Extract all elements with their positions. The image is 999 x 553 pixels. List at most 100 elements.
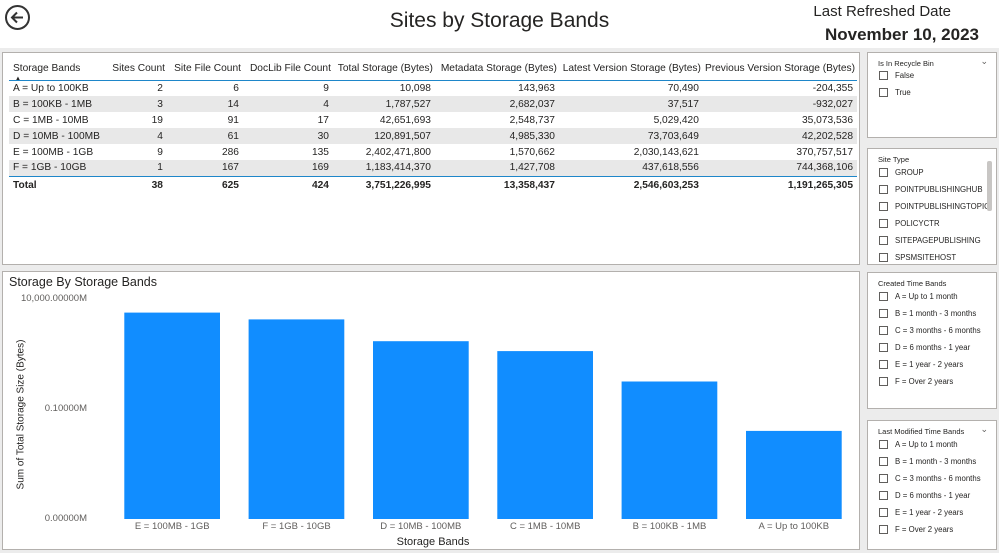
slicer-option-group[interactable]: GROUP — [879, 165, 924, 179]
cell-doclib-file-count: 30 — [317, 130, 329, 142]
slicer-option[interactable]: B = 1 month - 3 months — [879, 454, 976, 468]
checkbox[interactable] — [879, 439, 888, 449]
cell-doclib-file-count: 169 — [311, 162, 329, 174]
checkbox[interactable] — [879, 184, 888, 194]
checkbox[interactable] — [879, 325, 888, 335]
cell-doclib-file-count: 17 — [317, 114, 329, 126]
table-row[interactable]: F = 1GB - 10GB 1 167 169 1,183,414,370 1… — [9, 160, 857, 176]
slicer-title: Created Time Bands — [878, 279, 947, 288]
slicer-option-false[interactable]: False — [879, 68, 914, 82]
bar[interactable] — [497, 351, 593, 519]
slicer-option[interactable]: C = 3 months - 6 months — [879, 471, 981, 485]
bar[interactable] — [124, 312, 220, 519]
slicer-option-pointpublishingtopic[interactable]: POINTPUBLISHINGTOPIC — [879, 199, 990, 213]
x-tick-label: B = 100KB - 1MB — [633, 521, 707, 532]
table-total-row: Total 38 625 424 3,751,226,995 13,358,43… — [9, 176, 857, 194]
slicer-option-policyctr[interactable]: POLICYCTR — [879, 216, 940, 230]
cell-total-storage: 10,098 — [399, 82, 431, 94]
slicer-scrollbar[interactable] — [987, 161, 992, 211]
cell-storage-band: B = 100KB - 1MB — [13, 98, 92, 110]
slicer-option-spsmsitehost[interactable]: SPSMSITEHOST — [879, 250, 956, 264]
cell-total-storage: 120,891,507 — [374, 130, 431, 142]
bar[interactable] — [621, 381, 718, 520]
cell-metadata-storage: 1,427,708 — [509, 162, 555, 174]
bar[interactable] — [373, 341, 469, 519]
checkbox[interactable] — [879, 359, 888, 369]
x-tick-label: F = 1GB - 10GB — [262, 521, 330, 532]
total-total-storage: 3,751,226,995 — [365, 179, 431, 191]
cell-latest-version-storage: 2,030,143,621 — [633, 146, 699, 158]
slicer-option[interactable]: A = Up to 1 month — [879, 289, 958, 303]
checkbox[interactable] — [879, 507, 888, 517]
checkbox[interactable] — [879, 70, 888, 80]
column-header-latest-version-storage[interactable]: Latest Version Storage (Bytes) — [562, 62, 701, 74]
checkbox[interactable] — [879, 473, 888, 483]
slicer-option[interactable]: D = 6 months - 1 year — [879, 488, 970, 502]
storage-by-bands-chart-visual: Storage By Storage Bands Sum of Total St… — [2, 271, 860, 550]
table-row[interactable]: B = 100KB - 1MB 3 14 4 1,787,527 2,682,0… — [9, 96, 857, 112]
slicer-option-pointpublishinghub[interactable]: POINTPUBLISHINGHUB — [879, 182, 983, 196]
checkbox[interactable] — [879, 218, 888, 228]
checkbox[interactable] — [879, 87, 888, 97]
column-header-metadata-storage[interactable]: Metadata Storage (Bytes) — [440, 62, 557, 74]
table-row[interactable]: D = 10MB - 100MB 4 61 30 120,891,507 4,9… — [9, 128, 857, 144]
cell-site-file-count: 6 — [233, 82, 239, 94]
cell-doclib-file-count: 4 — [323, 98, 329, 110]
sort-ascending-icon: ▲ — [15, 75, 21, 82]
slicer-option[interactable]: D = 6 months - 1 year — [879, 340, 970, 354]
column-header-site-file-count[interactable]: Site File Count — [174, 62, 241, 74]
y-tick-label: 10,000.00000M — [20, 293, 87, 304]
cell-latest-version-storage: 37,517 — [667, 98, 699, 110]
back-button[interactable] — [5, 5, 30, 30]
checkbox[interactable] — [879, 308, 888, 318]
slicer-option[interactable]: E = 1 year - 2 years — [879, 505, 963, 519]
checkbox[interactable] — [879, 201, 888, 211]
slicer-option[interactable]: E = 1 year - 2 years — [879, 357, 963, 371]
chevron-down-icon[interactable]: ⌄ — [980, 424, 988, 434]
slicer-title: Is In Recycle Bin — [878, 59, 934, 68]
cell-metadata-storage: 4,985,330 — [509, 130, 555, 142]
checkbox[interactable] — [879, 490, 888, 500]
chevron-down-icon[interactable]: ⌄ — [980, 56, 988, 66]
table-row[interactable]: A = Up to 100KB 2 6 9 10,098 143,963 70,… — [9, 80, 857, 96]
cell-previous-version-storage: -932,027 — [812, 98, 853, 110]
checkbox[interactable] — [879, 167, 888, 177]
x-tick-label: A = Up to 100KB — [759, 521, 830, 532]
cell-storage-band: D = 10MB - 100MB — [13, 130, 100, 142]
cell-doclib-file-count: 9 — [323, 82, 329, 94]
cell-storage-band: C = 1MB - 10MB — [13, 114, 89, 126]
table-row[interactable]: C = 1MB - 10MB 19 91 17 42,651,693 2,548… — [9, 112, 857, 128]
column-header-storage-bands[interactable]: Storage Bands ▲ — [13, 62, 81, 82]
slicer-option-sitepagepublishing[interactable]: SITEPAGEPUBLISHING — [879, 233, 981, 247]
arrow-left-circle-icon — [10, 11, 23, 24]
bar[interactable] — [248, 319, 345, 519]
total-label: Total — [13, 179, 37, 191]
checkbox[interactable] — [879, 524, 888, 534]
slicer-option-true[interactable]: True — [879, 85, 911, 99]
bar[interactable] — [746, 430, 842, 519]
slicer-option[interactable]: F = Over 2 years — [879, 374, 953, 388]
slicer-title: Site Type — [878, 155, 910, 164]
slicer-option[interactable]: C = 3 months - 6 months — [879, 323, 981, 337]
total-site-file-count: 625 — [221, 179, 239, 191]
checkbox[interactable] — [879, 291, 888, 301]
cell-site-file-count: 91 — [227, 114, 239, 126]
cell-sites-count: 9 — [157, 146, 163, 158]
checkbox[interactable] — [879, 252, 888, 262]
column-header-doclib-file-count[interactable]: DocLib File Count — [249, 62, 331, 74]
checkbox[interactable] — [879, 342, 888, 352]
slicer-option[interactable]: A = Up to 1 month — [879, 437, 958, 451]
checkbox[interactable] — [879, 376, 888, 386]
checkbox[interactable] — [879, 235, 888, 245]
cell-total-storage: 1,183,414,370 — [365, 162, 431, 174]
checkbox[interactable] — [879, 456, 888, 466]
column-header-sites-count[interactable]: Sites Count — [112, 62, 165, 74]
bar-chart: E = 100MB - 1GB F = 1GB - 10GB D = 10MB - … — [124, 312, 842, 532]
slicer-option[interactable]: F = Over 2 years — [879, 522, 953, 536]
total-latest-version-storage: 2,546,603,253 — [633, 179, 699, 191]
y-tick-label: 0.10000M — [44, 403, 87, 414]
slicer-option[interactable]: B = 1 month - 3 months — [879, 306, 976, 320]
column-header-previous-version-storage[interactable]: Previous Version Storage (Bytes) — [704, 62, 855, 74]
column-header-total-storage[interactable]: Total Storage (Bytes) — [337, 62, 433, 74]
table-row[interactable]: E = 100MB - 1GB 9 286 135 2,402,471,800 … — [9, 144, 857, 160]
